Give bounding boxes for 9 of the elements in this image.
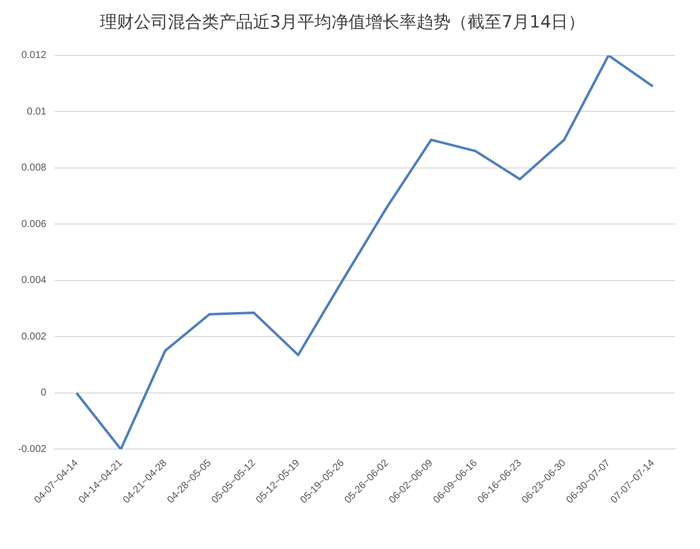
y-tick-label: 0.012 — [21, 50, 47, 62]
y-tick-label: 0.004 — [21, 275, 47, 286]
y-tick-label: -0.002 — [18, 444, 47, 455]
chart-title: 理财公司混合类产品近3月平均净值增长率趋势（截至7月14日） — [100, 12, 586, 33]
y-tick-label: 0.006 — [21, 218, 47, 230]
y-tick-label: 0.002 — [21, 331, 47, 342]
y-tick-label: 0.008 — [21, 162, 47, 174]
y-tick-label: 0.01 — [26, 106, 47, 118]
y-tick-label: 0 — [40, 388, 47, 399]
